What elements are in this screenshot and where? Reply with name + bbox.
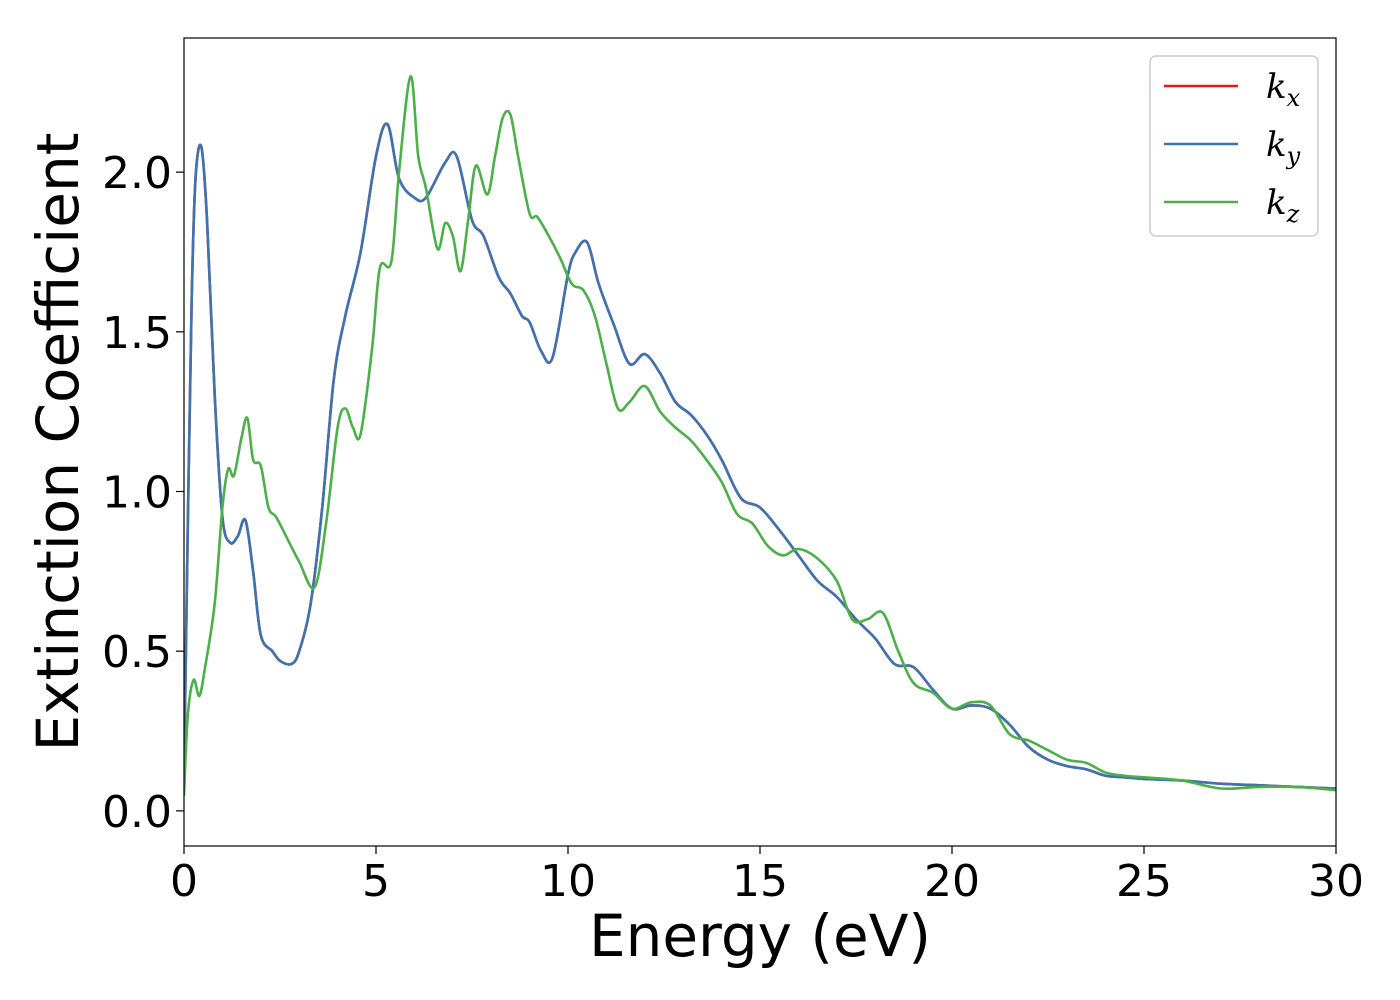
x-tick-label: 30 <box>1308 856 1364 907</box>
series-line-y <box>184 122 1336 790</box>
x-axis-ticks: 0 5 10 15 20 25 30 <box>170 846 1364 907</box>
y-tick-label: 2.0 <box>102 148 172 199</box>
x-tick-label: 15 <box>732 856 788 907</box>
series-line-z <box>184 75 1336 797</box>
y-tick-label: 1.0 <box>102 468 172 519</box>
x-tick-label: 5 <box>362 856 390 907</box>
plot-lines <box>184 75 1336 797</box>
y-axis-ticks: 0.0 0.5 1.0 1.5 2.0 <box>102 148 184 838</box>
y-tick-label: 1.5 <box>102 308 172 359</box>
x-tick-label: 10 <box>540 856 596 907</box>
x-tick-label: 25 <box>1116 856 1172 907</box>
x-tick-label: 0 <box>170 856 198 907</box>
y-tick-label: 0.5 <box>102 627 172 678</box>
y-tick-label: 0.0 <box>102 787 172 838</box>
legend-box <box>1149 55 1319 237</box>
x-axis-title: Energy (eV) <box>589 902 931 970</box>
legend-label-x: kx <box>1266 67 1301 112</box>
legend-label-z: kz <box>1266 183 1300 228</box>
y-axis-title: Extinction Coefficient <box>24 133 92 752</box>
legend: kx ky kz <box>1149 55 1319 237</box>
x-tick-label: 20 <box>924 856 980 907</box>
legend-label-y: ky <box>1266 125 1301 170</box>
